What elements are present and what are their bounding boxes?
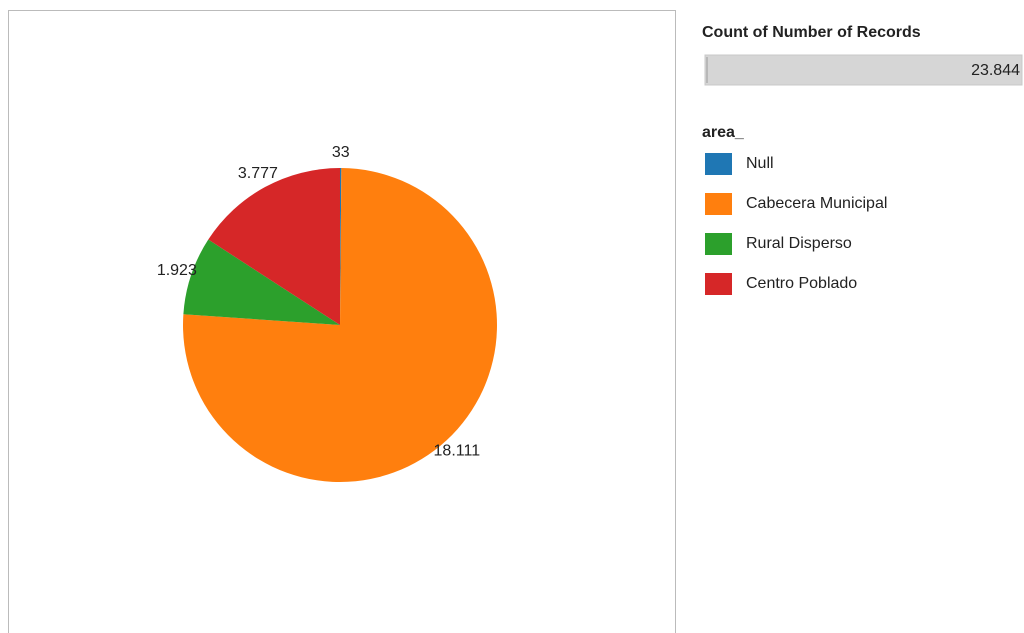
data-label: 3.777 [238,165,278,182]
data-label: 18.111 [434,442,481,459]
legend-swatch [705,233,732,255]
size-legend-bar [704,54,1023,86]
data-label: 33 [332,144,350,161]
data-label: 1.923 [157,262,197,279]
size-legend-label: 23.844 [971,62,1020,79]
legend-label: Cabecera Municipal [746,195,887,212]
pie-slice [183,168,497,483]
size-legend-title: Count of Number of Records [702,24,921,41]
legend-title: area_ [702,124,745,141]
pie-slice [183,239,340,325]
legend-swatch [705,273,732,295]
pie-slice [208,168,340,325]
legend-label: Rural Disperso [746,235,852,252]
legend-label: Null [746,155,774,172]
pie-slice [340,168,342,325]
legend-swatch [705,193,732,215]
legend-swatch [705,153,732,175]
legend-label: Centro Poblado [746,275,857,292]
